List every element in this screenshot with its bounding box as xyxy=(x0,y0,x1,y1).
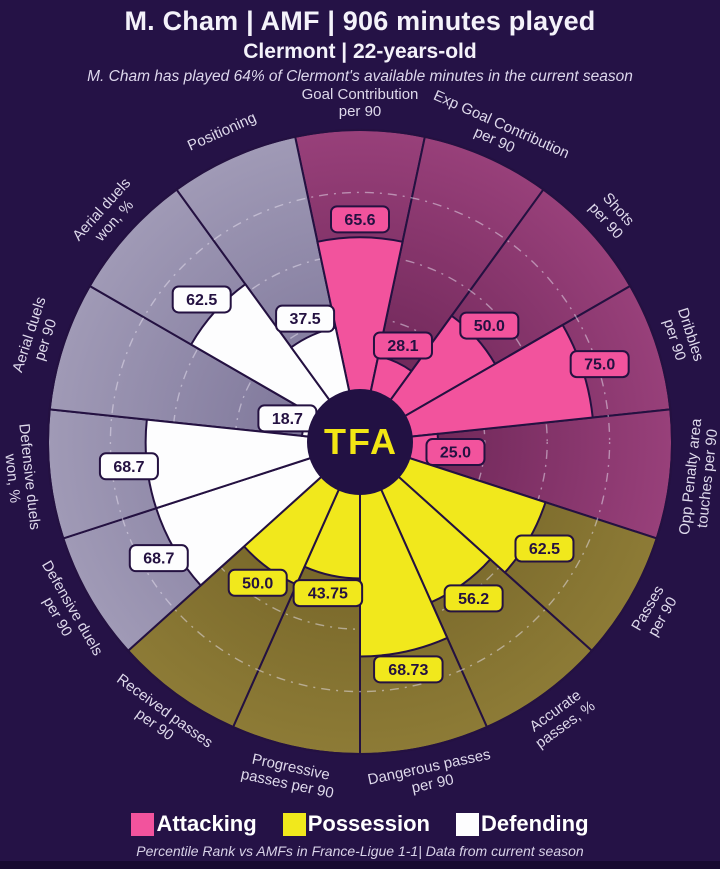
svg-text:Goal Contributionper 90: Goal Contribution per 90 xyxy=(302,86,419,120)
bottom-strip xyxy=(0,861,720,869)
value-label-goal-contribution-per-90: 65.6 xyxy=(330,205,390,234)
axis-label-dangerous-passes-per-90: Dangerous passesper 90 xyxy=(366,746,495,805)
axis-label-opp-penalty-area-touches-per-90: Opp Penalty areatouches per 90 xyxy=(676,417,720,537)
svg-text:Passesper 90: Passesper 90 xyxy=(628,583,682,643)
axis-label-progressive-passes-per-90: Progressivepasses per 90 xyxy=(239,749,338,802)
svg-text:18.7: 18.7 xyxy=(272,411,303,428)
value-label-exp-goal-contribution-per-90: 28.1 xyxy=(372,331,433,360)
svg-text:68.7: 68.7 xyxy=(113,459,144,476)
svg-text:68.73: 68.73 xyxy=(388,662,428,679)
page-title: M. Cham | AMF | 906 minutes played xyxy=(124,6,596,36)
minutes-note: M. Cham has played 64% of Clermont's ava… xyxy=(87,68,633,85)
svg-text:62.5: 62.5 xyxy=(186,292,217,309)
axis-label-positioning: Positioning xyxy=(185,109,259,154)
value-label-dribbles-per-90: 75.0 xyxy=(569,350,630,379)
sector-value-goal-contribution-per-90 xyxy=(316,236,404,443)
svg-text:62.5: 62.5 xyxy=(529,541,560,558)
axis-label-dribbles-per-90: Dribblesper 90 xyxy=(658,306,707,369)
center-logo-circle xyxy=(307,389,413,495)
legend-label-defending: Defending xyxy=(480,811,589,836)
svg-text:Opp Penalty areatouches per 90: Opp Penalty areatouches per 90 xyxy=(676,417,720,537)
svg-text:65.6: 65.6 xyxy=(344,212,375,229)
value-label-dangerous-passes-per-90: 68.73 xyxy=(373,655,444,684)
value-label-accurate-passes: 56.2 xyxy=(443,584,504,613)
svg-text:28.1: 28.1 xyxy=(387,338,418,355)
axis-label-goal-contribution-per-90: Goal Contribution per 90 xyxy=(302,86,419,120)
legend-label-possession: Possession xyxy=(307,811,430,836)
page-subtitle: Clermont | 22-years-old xyxy=(243,40,477,63)
svg-text:43.75: 43.75 xyxy=(308,586,348,603)
svg-text:Progressivepasses per 90: Progressivepasses per 90 xyxy=(239,749,338,802)
svg-text:Defensive duelswon, %: Defensive duelswon, % xyxy=(0,423,43,533)
value-label-opp-penalty-area-touches-per-90: 25.0 xyxy=(425,438,486,467)
defending-swatch xyxy=(455,812,479,836)
value-label-aerial-duels-per-90: 18.7 xyxy=(257,404,318,433)
legend-item-possession: Possession xyxy=(282,811,430,837)
chart-outer-rim xyxy=(47,129,673,755)
attacking-swatch xyxy=(131,812,155,836)
value-label-received-passes-per-90: 50.0 xyxy=(227,568,288,597)
svg-text:37.5: 37.5 xyxy=(290,311,321,328)
svg-text:Dangerous passesper 90: Dangerous passesper 90 xyxy=(366,746,495,805)
svg-text:68.7: 68.7 xyxy=(143,551,174,568)
legend-item-defending: Defending xyxy=(455,811,589,837)
value-label-aerial-duels-won: 62.5 xyxy=(171,285,232,314)
value-label-defensive-duels-won: 68.7 xyxy=(98,452,159,481)
value-label-shots-per-90: 50.0 xyxy=(459,311,520,340)
svg-text:50.0: 50.0 xyxy=(242,575,273,592)
value-label-defensive-duels-per-90: 68.7 xyxy=(128,544,189,573)
svg-text:50.0: 50.0 xyxy=(474,318,505,335)
svg-text:75.0: 75.0 xyxy=(584,357,615,374)
tfa-logo: TFA xyxy=(324,421,398,462)
svg-text:Positioning: Positioning xyxy=(185,109,259,154)
svg-text:56.2: 56.2 xyxy=(458,591,489,608)
possession-swatch xyxy=(282,812,306,836)
legend: Attacking Possession Defending xyxy=(0,811,720,837)
value-label-progressive-passes-per-90: 43.75 xyxy=(292,579,364,608)
axis-label-passes-per-90: Passesper 90 xyxy=(628,583,682,643)
svg-text:25.0: 25.0 xyxy=(440,445,471,462)
gridline-80 xyxy=(109,191,611,693)
legend-item-attacking: Attacking xyxy=(131,811,257,837)
legend-label-attacking: Attacking xyxy=(156,811,257,836)
svg-text:Dribblesper 90: Dribblesper 90 xyxy=(658,306,707,369)
axis-label-defensive-duels-won: Defensive duelswon, % xyxy=(0,423,43,533)
value-label-passes-per-90: 62.5 xyxy=(514,534,575,563)
value-label-positioning: 37.5 xyxy=(275,304,336,333)
sector-value-dangerous-passes-per-90 xyxy=(359,441,449,658)
footer-note: Percentile Rank vs AMFs in France-Ligue … xyxy=(136,843,584,859)
